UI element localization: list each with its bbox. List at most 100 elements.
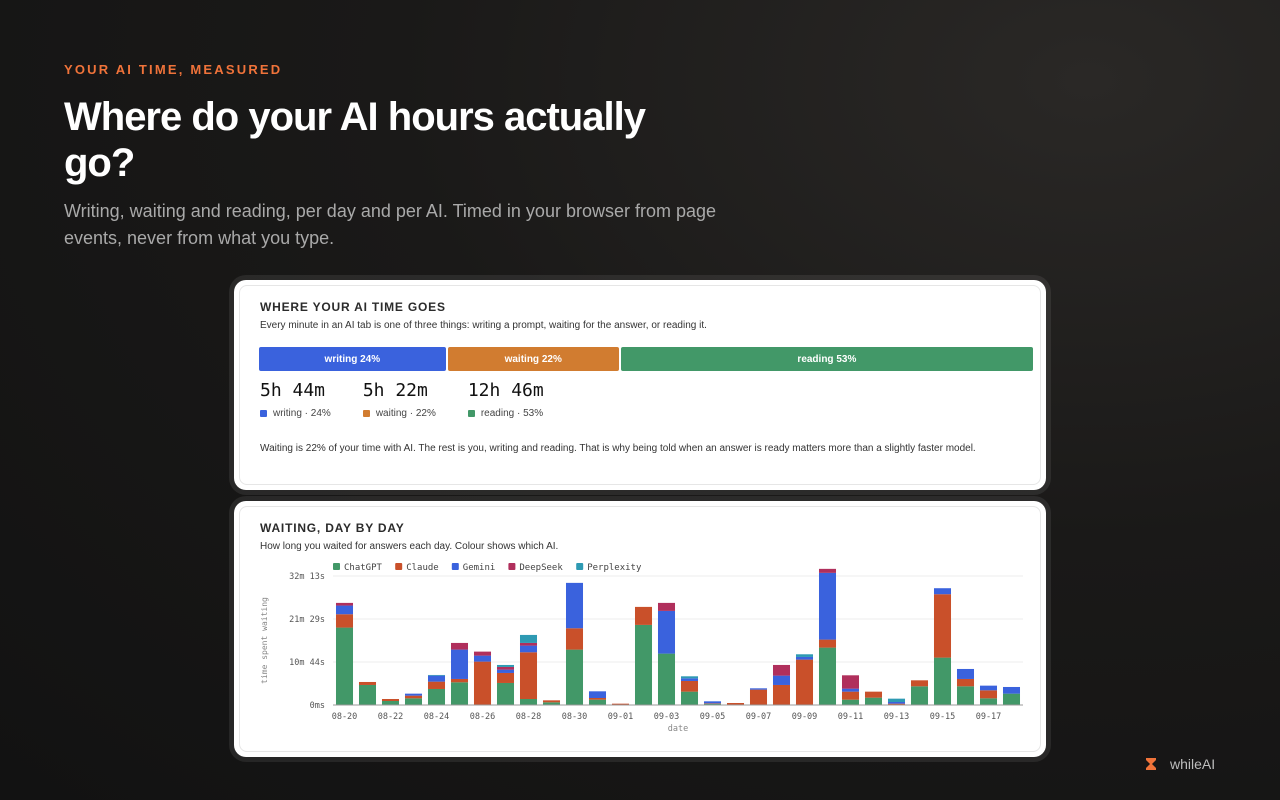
stat-value: 12h 46m (467, 380, 544, 401)
bar-segment (519, 645, 538, 653)
x-tick-label: 08-20 (332, 712, 358, 722)
bar-segment (864, 697, 883, 705)
bar-segment (335, 602, 354, 606)
bar-segment (910, 680, 929, 687)
bar-segment (496, 669, 515, 673)
bar-segment (450, 678, 469, 683)
x-tick-label: 08-26 (470, 712, 496, 722)
bar-segment (519, 698, 538, 705)
bar-segment (703, 703, 722, 705)
y-tick-label: 0ms (310, 701, 325, 711)
bar-segment (818, 568, 837, 573)
legend-swatch (576, 563, 584, 570)
stat-legend: waiting · 22% (375, 408, 436, 419)
bar-segment (956, 686, 975, 705)
stat-row: 5h 44m writing · 24% 5h 22m waiting · 22… (260, 380, 576, 419)
bar-segment (427, 675, 446, 682)
legend-label: Claude (406, 563, 439, 573)
bar-segment (956, 678, 975, 687)
bar-segment (979, 685, 998, 691)
bar-segment (565, 628, 584, 650)
bar-segment (473, 661, 492, 705)
x-tick-label: 09-03 (654, 712, 680, 722)
legend-label: Perplexity (587, 563, 642, 573)
bar-segment (795, 659, 814, 705)
bar-segment (680, 691, 699, 705)
bar-segment (818, 572, 837, 640)
bar-segment (473, 651, 492, 656)
legend-swatch (451, 563, 459, 570)
bar-segment (496, 666, 515, 670)
x-tick-label: 09-13 (884, 712, 910, 722)
bar-segment (1002, 693, 1021, 705)
x-tick-label: 08-24 (424, 712, 450, 722)
bar-segment (588, 697, 607, 700)
segment-waiting: waiting 22% (447, 347, 619, 371)
bar-segment (657, 653, 676, 705)
legend-label: DeepSeek (519, 563, 563, 573)
stat-value: 5h 22m (362, 380, 428, 401)
bar-segment (565, 582, 584, 629)
bar-segment (749, 689, 768, 705)
bar-segment (496, 664, 515, 667)
bar-segment (519, 652, 538, 699)
bar-segment (910, 686, 929, 705)
bar-segment (381, 700, 400, 705)
bar-segment (864, 691, 883, 698)
bar-segment (979, 690, 998, 699)
x-tick-label: 09-07 (746, 712, 772, 722)
segment-reading: reading 53% (620, 347, 1033, 371)
breakdown-title: WHERE YOUR AI TIME GOES (260, 300, 446, 314)
legend-swatch (467, 410, 475, 417)
stat-writing: 5h 44m writing · 24% (260, 380, 331, 419)
bar-segment (496, 682, 515, 705)
brand-name: whileAI (1170, 756, 1216, 772)
legend-swatch (333, 563, 340, 570)
bar-segment (519, 634, 538, 643)
bar-segment (933, 657, 952, 705)
stat-waiting: 5h 22m waiting · 22% (362, 380, 436, 419)
bar-segment (726, 702, 745, 705)
x-tick-label: 09-17 (976, 712, 1002, 722)
bar-segment (933, 594, 952, 658)
bar-segment (933, 588, 952, 595)
bar-segment (703, 703, 722, 704)
bar-segment (749, 688, 768, 690)
share-bar: writing 24% waiting 22% reading 53% (259, 347, 1033, 371)
bar-segment (404, 695, 423, 699)
segment-writing: writing 24% (259, 347, 446, 371)
bar-segment (427, 674, 446, 676)
bar-segment (680, 676, 699, 679)
bar-segment (887, 703, 906, 705)
bar-segment (887, 701, 906, 704)
bar-segment (772, 675, 791, 685)
bar-segment (841, 675, 860, 689)
bar-segment (335, 614, 354, 628)
bar-segment (404, 693, 423, 696)
bar-segment (703, 701, 722, 704)
bar-segment (404, 698, 423, 705)
stat-legend: writing · 24% (273, 408, 331, 419)
bar-segment (450, 682, 469, 705)
bar-segment (427, 688, 446, 705)
bar-segment (795, 656, 814, 660)
bar-segment (542, 700, 561, 703)
y-tick-label: 10m 44s (289, 658, 325, 668)
y-tick-label: 32m 13s (289, 572, 325, 582)
bar-segment (335, 605, 354, 615)
bar-segment (657, 602, 676, 611)
bar-segment (611, 703, 630, 705)
legend-swatch (260, 410, 267, 417)
legend-label: Gemini (463, 563, 496, 573)
bar-segment (496, 672, 515, 683)
bar-segment (772, 684, 791, 705)
bar-segment (519, 642, 538, 646)
bar-segment (818, 647, 837, 705)
x-tick-label: 09-11 (838, 712, 864, 722)
bar-segment (772, 664, 791, 676)
x-tick-label: 08-28 (516, 712, 542, 722)
bar-segment (450, 649, 469, 679)
bar-segment (542, 702, 561, 705)
legend-swatch (362, 410, 370, 417)
bar-segment (795, 654, 814, 657)
